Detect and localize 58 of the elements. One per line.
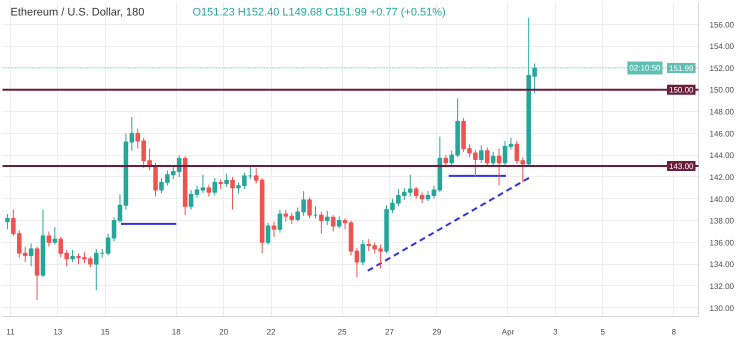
y-tick-label: 152.00 [710,64,735,73]
y-tick-label: 148.00 [710,108,735,117]
candlestick [496,148,502,186]
x-tick-label: 11 [6,328,16,336]
candlestick [52,226,58,246]
candlestick [28,242,34,267]
y-tick-label: 134.00 [710,260,735,270]
y-tick-label: 140.00 [710,194,735,204]
x-tick-label: 20 [219,328,229,336]
candlestick [218,178,223,190]
y-tick-label: 146.00 [710,129,735,138]
y-tick-label: 132.00 [710,282,735,291]
candlestick [490,151,496,167]
x-tick-label: 27 [385,328,394,336]
chart-subtitle: O151.23 H152.40 L149.68 C151.99 +0.77 (+0.51%) [192,6,446,18]
y-tick-label: 142.00 [710,172,735,182]
y-tick-label: 150.00 [710,86,735,95]
candlestick [479,144,484,164]
candlestick [307,197,312,219]
candlestick [319,211,324,234]
candlestick [5,214,10,230]
x-tick-label: Apr [502,328,515,336]
x-tick-label: 13 [53,328,63,336]
x-tick-label: 25 [338,328,348,336]
x-tick-label: 5 [600,328,606,336]
ref-line-label: 143.00 [669,162,694,172]
candlestick [278,209,282,234]
candlestick [46,230,52,248]
candlestick [266,222,270,246]
candlestick [212,178,218,196]
candlestick [94,248,99,291]
candlestick [153,162,158,198]
y-tick-label: 130.00 [710,304,735,313]
candlestick [330,214,336,232]
candlestick [206,184,212,198]
x-tick-label: 3 [553,328,558,336]
ref-line-label: 150.00 [669,86,694,95]
y-tick-label: 138.00 [710,216,735,226]
candlestick [325,210,330,226]
candlestick [70,249,75,262]
x-tick-label: 29 [432,328,442,336]
y-tick-label: 136.00 [710,238,735,248]
x-tick-label: 22 [266,328,276,336]
ref-line-label: 151.99 [669,64,694,74]
y-tick-label: 156.00 [710,20,735,30]
annotation: 02:10:50 [629,64,662,73]
y-tick-label: 154.00 [710,42,735,52]
x-tick-label: 18 [172,328,182,336]
candlestick [484,147,490,167]
candlestick [272,221,276,238]
x-tick-label: 8 [672,328,677,336]
candlestick [224,173,229,188]
candlestick [360,240,366,266]
y-tick-label: 144.00 [710,151,735,160]
candlestick [336,216,342,229]
x-tick-label: 15 [100,328,110,336]
chart-title: Ethereum / U.S. Dollar, 180 [10,6,144,18]
candlestick [230,176,235,210]
